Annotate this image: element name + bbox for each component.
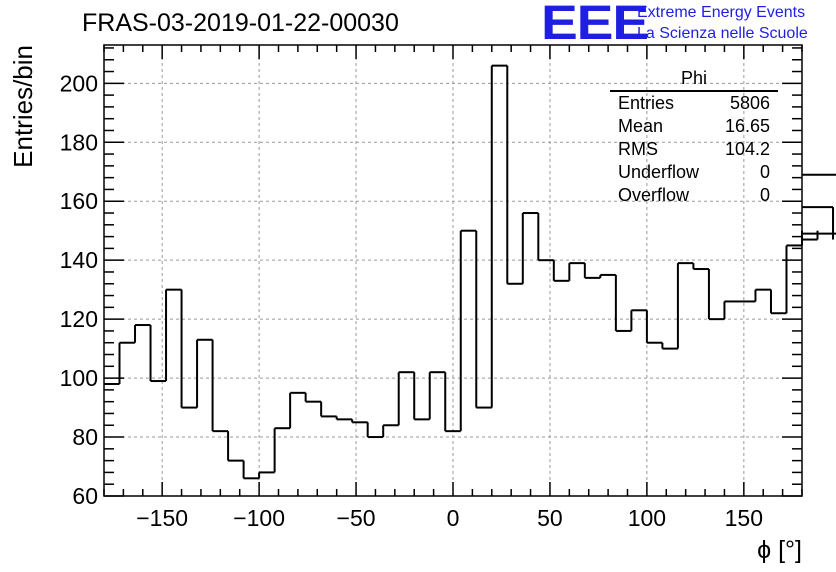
eee-logo: EEE bbox=[541, 0, 649, 50]
y-tick-label: 160 bbox=[60, 188, 98, 214]
stats-row-rms: RMS 104.2 bbox=[618, 139, 770, 161]
axis-labels: −150 −100 −50 0 50 100 150 60 80 100 120 140 160 180 2… bbox=[8, 45, 802, 564]
stats-row-mean: Mean 16.65 bbox=[618, 116, 770, 138]
stats-row-entries: Entries 5806 bbox=[618, 93, 770, 115]
stats-value: 0 bbox=[759, 185, 770, 205]
stats-box: Phi Entries 5806 Mean 16.65 RMS 104.2 Un… bbox=[610, 68, 778, 206]
y-tick-label: 100 bbox=[60, 365, 98, 391]
stats-value: 104.2 bbox=[724, 139, 770, 159]
histogram-series bbox=[104, 64, 836, 480]
stats-value: 5806 bbox=[729, 93, 770, 113]
axis-ticks bbox=[103, 45, 803, 497]
chart-title: FRAS-03-2019-01-22-00030 bbox=[82, 9, 399, 37]
stats-key: Overflow bbox=[618, 185, 690, 205]
stats-key: Entries bbox=[618, 93, 675, 113]
logo-caption-line2: La Scienza nelle Scuole bbox=[637, 25, 808, 42]
y-tick-label: 180 bbox=[60, 129, 98, 155]
stats-row-overflow: Overflow 0 bbox=[618, 185, 770, 207]
stats-value: 16.65 bbox=[724, 116, 770, 136]
stats-key: Underflow bbox=[618, 162, 700, 182]
x-tick-label: 100 bbox=[628, 505, 666, 531]
stats-key: RMS bbox=[618, 139, 658, 159]
x-tick-label: −150 bbox=[136, 505, 188, 531]
logo-caption-line1: Extreme Energy Events bbox=[637, 4, 806, 21]
x-tick-label: 0 bbox=[447, 505, 460, 531]
y-tick-label: 60 bbox=[72, 483, 98, 509]
stats-box-rule bbox=[610, 90, 778, 92]
x-tick-label: 150 bbox=[725, 505, 763, 531]
y-tick-label: 140 bbox=[60, 247, 98, 273]
stats-box-title: Phi bbox=[680, 68, 707, 88]
y-axis-title: Entries/bin bbox=[8, 45, 38, 168]
stats-row-underflow: Underflow 0 bbox=[618, 162, 770, 184]
x-axis-title: ϕ [°] bbox=[757, 536, 802, 564]
grid-lines bbox=[104, 45, 802, 497]
y-tick-label: 80 bbox=[72, 424, 98, 450]
y-tick-label: 200 bbox=[60, 70, 98, 96]
x-tick-label: 50 bbox=[537, 505, 563, 531]
stats-key: Mean bbox=[618, 116, 664, 136]
x-tick-label: −50 bbox=[337, 505, 376, 531]
stats-value: 0 bbox=[759, 162, 770, 182]
x-tick-label: −100 bbox=[233, 505, 285, 531]
y-tick-label: 120 bbox=[60, 306, 98, 332]
